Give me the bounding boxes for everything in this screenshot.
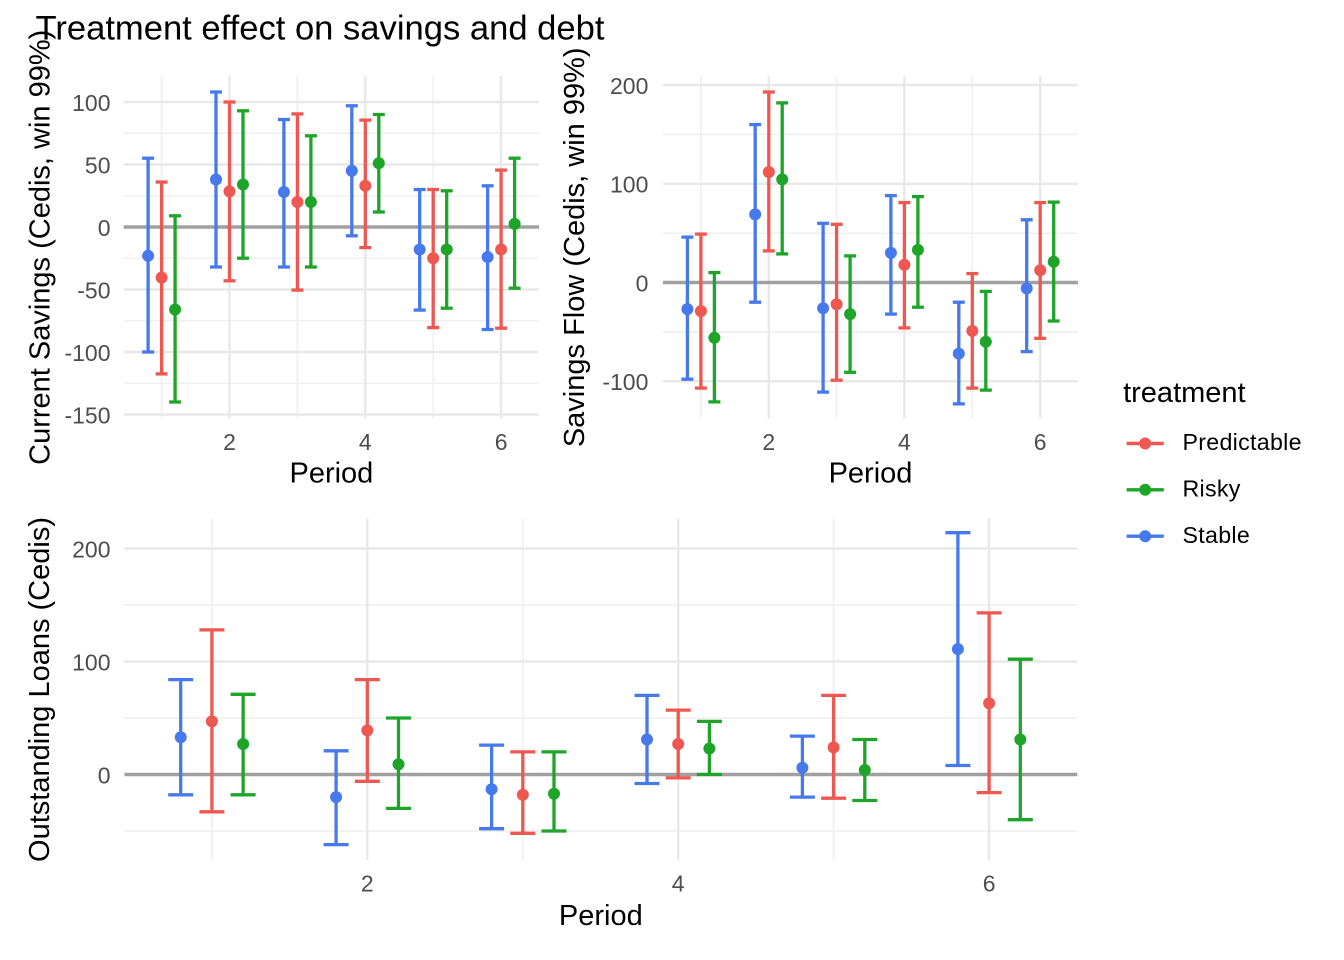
svg-text:Period: Period bbox=[289, 457, 373, 489]
svg-text:Predictable: Predictable bbox=[1183, 429, 1302, 455]
svg-text:200: 200 bbox=[610, 73, 648, 99]
svg-text:Savings Flow (Cedis, win 99%): Savings Flow (Cedis, win 99%) bbox=[559, 47, 591, 447]
svg-text:treatment: treatment bbox=[1123, 377, 1246, 409]
svg-text:Outstanding Loans (Cedis): Outstanding Loans (Cedis) bbox=[24, 517, 56, 862]
svg-text:2: 2 bbox=[361, 871, 374, 897]
svg-text:Current Savings (Cedis, win 99: Current Savings (Cedis, win 99%) bbox=[25, 30, 57, 465]
svg-text:50: 50 bbox=[85, 152, 111, 178]
svg-text:0: 0 bbox=[98, 215, 111, 241]
svg-text:6: 6 bbox=[495, 429, 508, 455]
svg-text:100: 100 bbox=[72, 649, 110, 675]
svg-text:4: 4 bbox=[898, 429, 911, 455]
svg-text:4: 4 bbox=[359, 429, 372, 455]
svg-text:0: 0 bbox=[98, 762, 111, 788]
svg-text:100: 100 bbox=[610, 172, 648, 198]
svg-text:-100: -100 bbox=[64, 340, 110, 366]
svg-text:Risky: Risky bbox=[1183, 475, 1241, 501]
svg-text:-150: -150 bbox=[64, 402, 110, 428]
svg-text:2: 2 bbox=[223, 429, 236, 455]
svg-text:Period: Period bbox=[829, 457, 913, 489]
svg-text:-100: -100 bbox=[602, 369, 648, 395]
svg-text:-50: -50 bbox=[77, 277, 110, 303]
svg-text:0: 0 bbox=[636, 270, 649, 296]
svg-text:200: 200 bbox=[72, 536, 110, 562]
svg-text:4: 4 bbox=[672, 871, 685, 897]
svg-text:2: 2 bbox=[762, 429, 775, 455]
svg-text:6: 6 bbox=[983, 871, 996, 897]
svg-text:100: 100 bbox=[72, 90, 110, 116]
svg-text:Stable: Stable bbox=[1183, 522, 1251, 548]
svg-text:Treatment effect on savings an: Treatment effect on savings and debt bbox=[36, 9, 605, 47]
svg-text:Period: Period bbox=[559, 900, 643, 932]
svg-text:6: 6 bbox=[1034, 429, 1047, 455]
